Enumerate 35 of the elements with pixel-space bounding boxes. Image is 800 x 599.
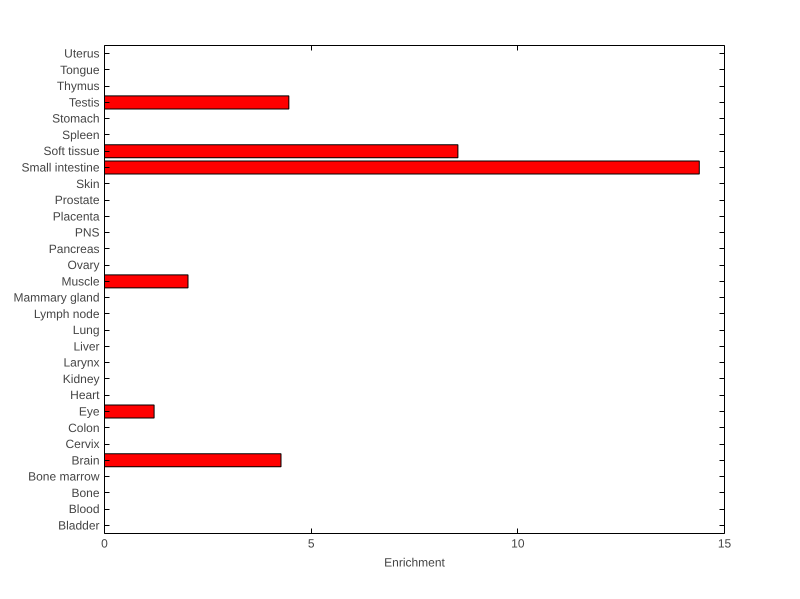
y-tick-label: Colon: [68, 420, 100, 435]
y-tick-label: Bladder: [58, 518, 100, 532]
y-tick-label: Mammary gland: [13, 290, 100, 305]
y-tick-label: Brain: [71, 453, 100, 468]
y-tick-label: Lymph node: [34, 306, 100, 321]
y-tick-label: Kidney: [62, 372, 100, 386]
y-tick-label: Heart: [70, 388, 100, 402]
y-tick-label: Spleen: [62, 128, 100, 142]
x-axis-title: Enrichment: [384, 556, 446, 570]
x-tick-label: 10: [511, 536, 525, 550]
y-tick-label: Thymus: [56, 79, 100, 94]
y-tick-label: Small intestine: [21, 160, 100, 174]
y-tick-label: Stomach: [52, 112, 100, 126]
y-tick-label: Soft tissue: [43, 144, 100, 158]
x-tick-label: 5: [308, 536, 315, 550]
y-tick-label: Pancreas: [48, 242, 100, 256]
y-tick-label: Bone: [71, 486, 100, 500]
y-tick-label: Prostate: [54, 193, 100, 208]
y-tick-label: Skin: [76, 176, 100, 191]
y-tick-label: Bone marrow: [28, 470, 100, 484]
y-tick-label: Blood: [68, 502, 100, 516]
y-tick-label: Ovary: [67, 258, 100, 272]
y-tick-label: Tongue: [60, 62, 100, 77]
y-tick-label: Uterus: [64, 46, 100, 61]
y-tick-label: PNS: [74, 226, 100, 240]
y-tick-label: Lung: [72, 323, 100, 338]
y-tick-label: Eye: [78, 404, 100, 418]
x-tick-label: 15: [718, 536, 732, 550]
x-tick-label: 0: [101, 536, 108, 550]
y-tick-label: Testis: [68, 95, 100, 110]
y-tick-label: Cervix: [66, 437, 100, 452]
y-tick-label: Muscle: [61, 274, 100, 288]
y-tick-label: Placenta: [52, 209, 100, 224]
y-tick-label: Liver: [73, 339, 100, 354]
y-tick-label: Larynx: [63, 356, 100, 370]
